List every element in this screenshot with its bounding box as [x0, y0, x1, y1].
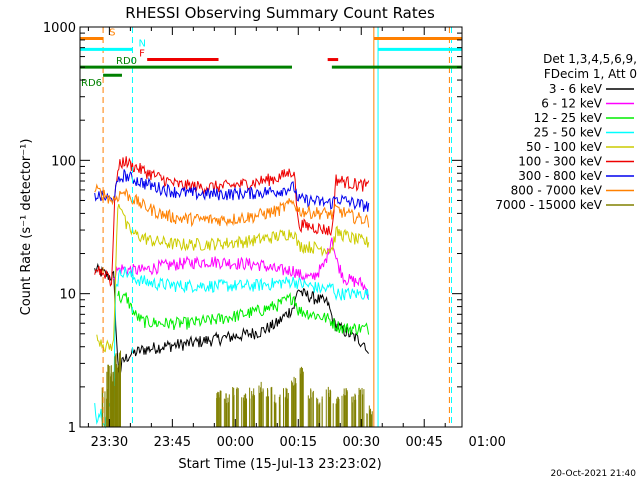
y-axis-label: Count Rate (s⁻¹ detector⁻¹) [19, 139, 34, 316]
x-tick-label-1: 23:45 [154, 435, 191, 450]
legend-entry-label-2: 12 - 25 keV [534, 111, 603, 125]
flag-label-4: RD6 [81, 78, 102, 89]
legend-entry-label-4: 50 - 100 keV [526, 140, 603, 154]
x-tick-label-6: 01:00 [468, 435, 505, 450]
legend-entry-label-8: 7000 - 15000 keV [495, 198, 602, 212]
x-tick-label-3: 00:15 [280, 435, 317, 450]
legend-entry-label-6: 300 - 800 keV [518, 169, 602, 183]
footer-date-stamp: 20-Oct-2021 21:40 [551, 469, 637, 479]
series-line-2 [117, 290, 370, 336]
x-axis-ticks: 23:30 23:45 00:00 00:15 00:30 00:45 01:00 [87, 27, 506, 450]
legend-entry-label-1: 6 - 12 keV [541, 97, 603, 111]
chart-title: RHESSI Observing Summary Count Rates [125, 4, 435, 22]
legend-header-1: FDecim 1, Att 0 [544, 67, 637, 81]
flag-label-1: N [138, 38, 145, 49]
flag-label-3: RD0 [116, 56, 137, 67]
plot-frame [79, 26, 463, 428]
legend-entry-label-7: 800 - 7000 keV [511, 184, 603, 198]
series-line-4 [96, 203, 370, 353]
flag-label-2: F [139, 49, 145, 60]
y-tick-label-0: 1 [68, 421, 76, 436]
legend-entry-label-5: 100 - 300 keV [518, 155, 602, 169]
flag-label-0: S [109, 27, 115, 38]
legend-entry-label-3: 25 - 50 keV [534, 126, 603, 140]
series-layer [94, 156, 373, 429]
x-axis-label: Start Time (15-Jul-13 23:23:02) [178, 457, 381, 472]
legend: Det 1,3,4,5,6,9,FDecim 1, Att 03 - 6 keV… [495, 52, 637, 212]
series-line-3 [94, 266, 370, 429]
x-tick-label-2: 00:00 [217, 435, 254, 450]
series-line-6 [94, 169, 370, 212]
series-line-5 [94, 156, 370, 287]
series-line-1 [113, 237, 370, 300]
y-tick-label-2: 100 [51, 154, 76, 169]
series-line-7 [94, 183, 370, 228]
series-line-0 [94, 262, 370, 377]
y-tick-label-3: 1000 [43, 21, 76, 36]
y-tick-label-1: 10 [59, 288, 76, 303]
x-tick-label-4: 00:30 [343, 435, 380, 450]
x-tick-label-0: 23:30 [91, 435, 128, 450]
legend-header-0: Det 1,3,4,5,6,9, [543, 52, 637, 66]
x-tick-label-5: 00:45 [405, 435, 442, 450]
y-axis-ticks: 1 10 100 1000 [43, 21, 462, 436]
legend-entry-label-0: 3 - 6 keV [549, 82, 603, 96]
